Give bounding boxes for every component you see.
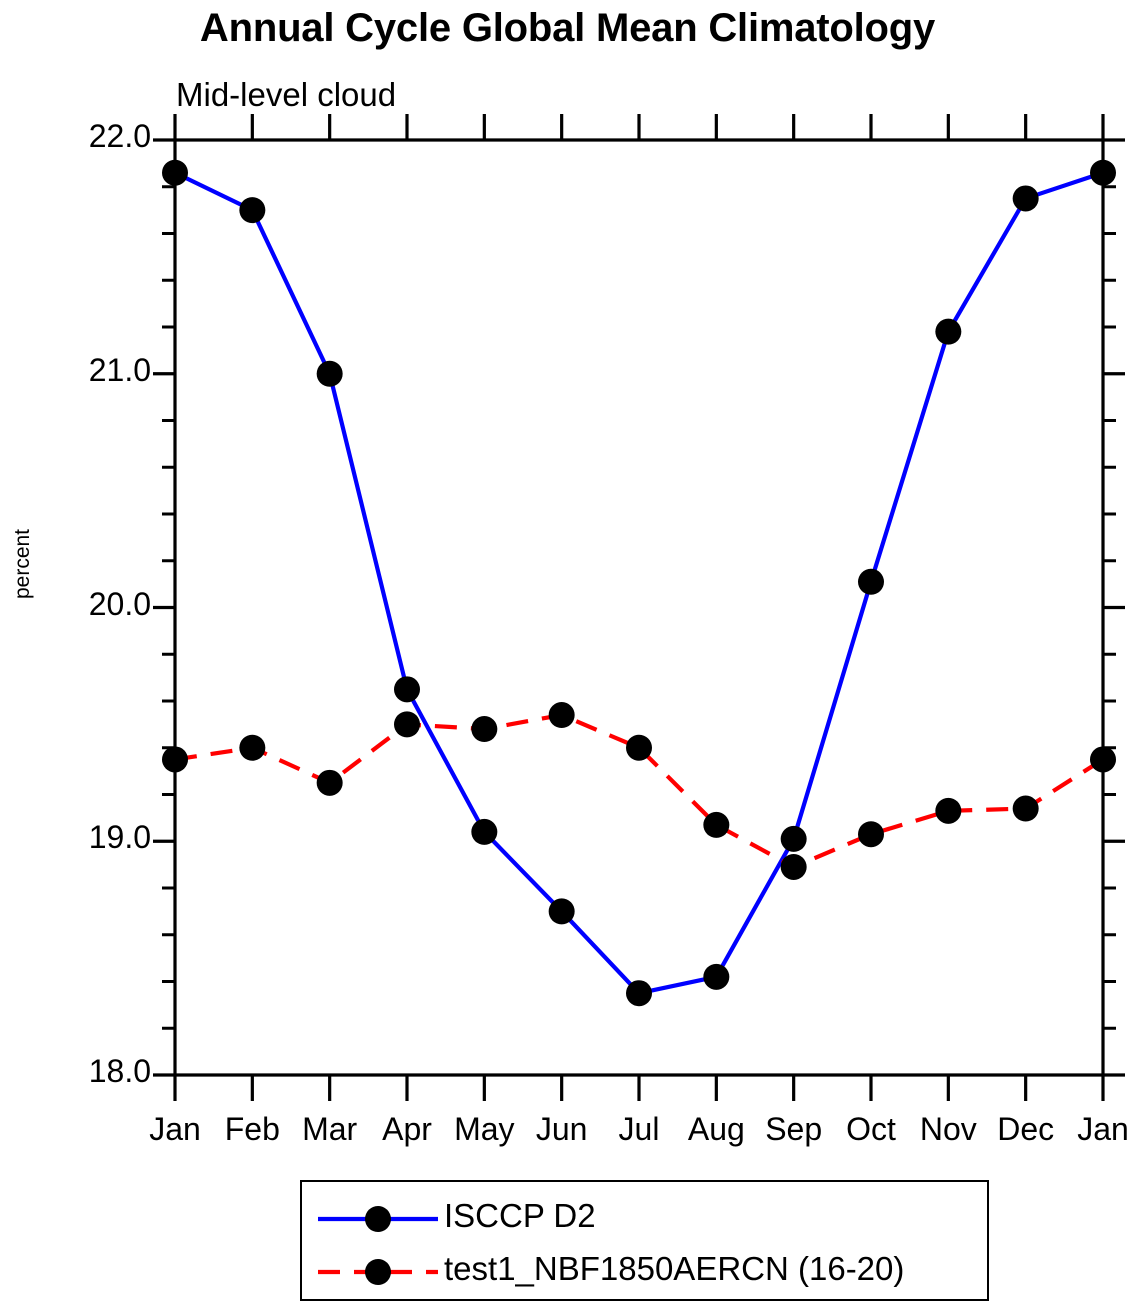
chart-subtitle: Mid-level cloud — [176, 76, 397, 113]
x-tick-label: Oct — [846, 1111, 896, 1147]
legend-symbols — [318, 1206, 438, 1285]
y-tick-label: 19.0 — [88, 819, 151, 856]
x-tick-label: Jul — [618, 1111, 660, 1147]
x-tick-label: Mar — [302, 1111, 358, 1147]
y-tick-label: 22.0 — [88, 118, 151, 154]
legend: ISCCP D2 test1_NBF1850AERCN (16-20) — [300, 1180, 989, 1301]
y-tick-label: 20.0 — [88, 585, 151, 622]
x-tick-label: Jun — [535, 1111, 588, 1147]
data-series — [162, 159, 1116, 1007]
x-tick-label: Sep — [765, 1111, 823, 1147]
x-tick-label: Apr — [382, 1111, 432, 1147]
y-tick-label: 21.0 — [88, 351, 151, 388]
legend-entry-label: ISCCP D2 — [444, 1197, 596, 1234]
chart-title: Annual Cycle Global Mean Climatology — [199, 6, 936, 50]
x-tick-label: Jan — [149, 1111, 201, 1147]
axes — [153, 114, 1125, 1101]
x-tick-label: Aug — [687, 1111, 745, 1147]
x-tick-label: Feb — [224, 1111, 280, 1147]
x-tick-label: Dec — [997, 1111, 1055, 1147]
legend-entry-label: test1_NBF1850AERCN (16-20) — [444, 1250, 905, 1287]
x-tick-label: Jan — [1077, 1111, 1129, 1147]
x-tick-label: Nov — [919, 1111, 977, 1147]
y-tick-label: 18.0 — [88, 1053, 151, 1089]
x-tick-label: May — [454, 1111, 515, 1147]
